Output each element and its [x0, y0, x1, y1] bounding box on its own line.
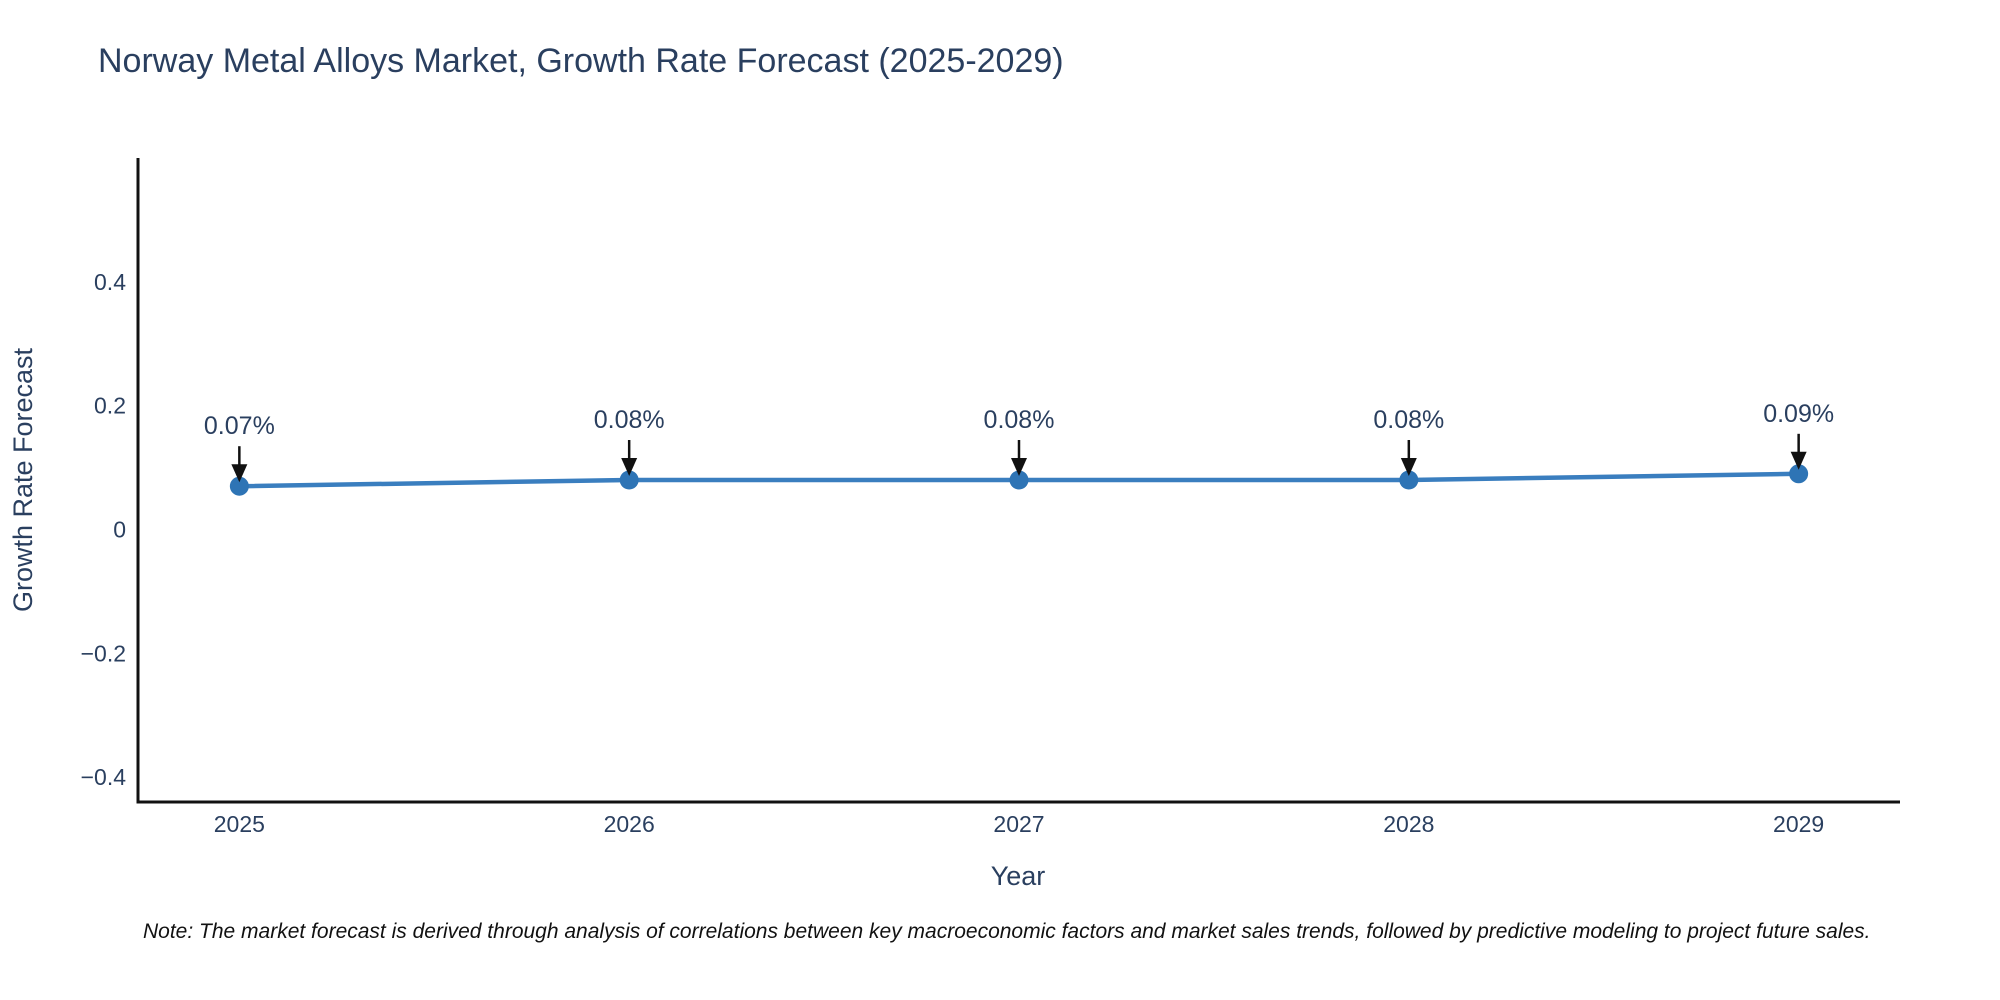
y-tick-label: −0.2: [81, 640, 126, 666]
x-tick-label: 2027: [993, 811, 1044, 837]
annotation-arrow-head: [1400, 458, 1417, 476]
y-tick-label: 0.4: [94, 269, 126, 295]
y-tick-label: 0.2: [94, 393, 126, 419]
data-point-marker: [229, 476, 249, 496]
annotation-label: 0.09%: [1763, 400, 1834, 428]
annotation-layer: 0.07% 0.08% 0.08% 0.08% 0.09%: [204, 400, 1834, 483]
x-tick-label: 2025: [214, 811, 265, 837]
x-tick-label: 2029: [1773, 811, 1824, 837]
data-point-marker: [1789, 464, 1809, 484]
annotation-arrow-head: [1790, 451, 1807, 470]
data-point-marker: [619, 470, 639, 490]
annotation-label: 0.08%: [594, 406, 665, 434]
y-axis-title: Growth Rate Forecast: [8, 347, 38, 612]
annotation-arrow-head: [621, 458, 638, 476]
annotation-label: 0.07%: [204, 412, 275, 440]
y-tick-label: 0: [113, 517, 126, 543]
annotation-label: 0.08%: [1373, 406, 1444, 434]
annotation-arrow-head: [231, 464, 248, 483]
x-tick-label: 2026: [604, 811, 655, 837]
data-point-marker: [1399, 470, 1419, 490]
annotation-arrow-head: [1011, 458, 1027, 476]
x-tick-label: 2028: [1383, 811, 1434, 837]
series-layer: [229, 464, 1809, 496]
x-axis-title: Year: [991, 861, 1046, 891]
annotation-label: 0.08%: [984, 406, 1055, 434]
data-point-marker: [1009, 470, 1029, 490]
chart-title: Norway Metal Alloys Market, Growth Rate …: [98, 42, 1064, 80]
footnote: Note: The market forecast is derived thr…: [143, 920, 1871, 943]
y-tick-label: −0.4: [81, 764, 127, 790]
axes-layer: 0.4 0.2 0 −0.2 −0.4 2025 2026 2027 2028 2029: [81, 158, 1900, 837]
